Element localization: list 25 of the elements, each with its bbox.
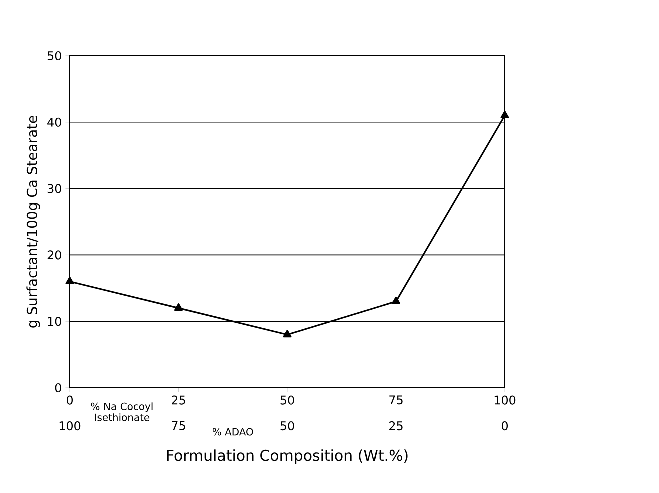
y-tick-label: 30 — [48, 184, 62, 194]
x-tick-label: 0 — [66, 396, 74, 405]
x2-tick-label: 75 — [172, 422, 186, 430]
y-tick-label: 20 — [48, 250, 62, 260]
y-tick-label: 0 — [55, 383, 62, 393]
text: % Na Cocoyl Isethionate — [91, 402, 153, 422]
y-tick-label: 40 — [48, 118, 62, 127]
point — [283, 330, 292, 338]
x-tick-label: 75 — [390, 396, 403, 405]
y-axis-title: g Surfactant/100g Ca Stearate — [26, 116, 40, 328]
point — [66, 276, 74, 285]
point — [500, 110, 510, 119]
point — [174, 304, 184, 312]
x2-tick-label: 50 — [280, 422, 294, 431]
x-tick-label: 25 — [172, 396, 186, 405]
x-axis-title: Formulation Composition (Wt.%) — [167, 450, 408, 464]
x2-tick-label: 0 — [502, 422, 508, 431]
x2-tick-label: 25 — [390, 422, 403, 431]
text: % ADAO — [212, 428, 254, 436]
point — [392, 296, 401, 304]
x-tick-label: 100 — [494, 396, 516, 405]
x2-tick-label: 100 — [60, 422, 81, 431]
y-tick-label: 10 — [48, 317, 62, 326]
x-tick-label: 50 — [280, 396, 294, 405]
y-tick-label: 50 — [48, 51, 62, 61]
